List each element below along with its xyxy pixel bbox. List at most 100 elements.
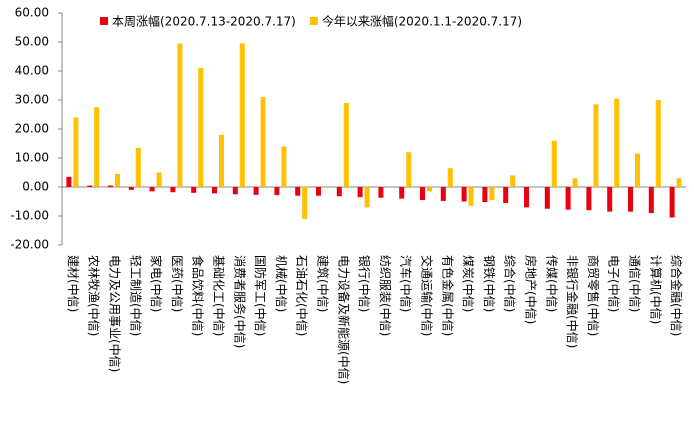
x-tick-label: 机械(中信) — [274, 255, 289, 312]
legend: 本周涨幅(2020.7.13-2020.7.17) 今年以来涨幅(2020.1.1… — [100, 14, 522, 29]
bar — [614, 98, 620, 187]
bar — [524, 187, 529, 208]
x-tick-label: 计算机(中信) — [648, 255, 663, 324]
y-tick-label: 10.00 — [15, 151, 49, 165]
bar — [468, 187, 474, 206]
legend-swatch — [309, 17, 318, 25]
x-tick-label: 煤炭(中信) — [461, 255, 476, 312]
x-tick-label: 钢铁(中信) — [482, 255, 497, 312]
x-tick-label: 食品饮料(中信) — [191, 255, 206, 336]
x-tick-label: 纺织服装(中信) — [378, 255, 393, 336]
bar — [482, 187, 488, 203]
bar — [565, 187, 571, 210]
x-tick-label: 电力设备及新能源(中信) — [336, 255, 351, 384]
bar — [316, 187, 321, 196]
y-tick-label: 0.00 — [22, 180, 49, 194]
bar — [135, 147, 141, 187]
x-tick-label: 传媒(中信) — [544, 255, 559, 312]
bar — [676, 178, 682, 187]
bar — [551, 140, 557, 187]
y-tick-label: 50.00 — [15, 35, 49, 49]
x-tick-label: 基础化工(中信) — [212, 255, 227, 336]
bar — [115, 173, 120, 187]
bar — [219, 134, 224, 187]
bar — [503, 187, 509, 203]
bar — [212, 187, 217, 194]
bar — [253, 187, 259, 195]
x-tick-label: 建筑(中信) — [316, 255, 331, 312]
bar — [170, 187, 176, 193]
x-tick-label: 有色金属(中信) — [440, 255, 455, 336]
bar — [302, 187, 308, 219]
bar — [420, 187, 425, 201]
x-tick-label: 非银行金融(中信) — [565, 255, 580, 348]
bar — [239, 43, 245, 188]
x-tick-label: 综合(中信) — [503, 255, 518, 312]
y-tick-label: -10.00 — [10, 209, 49, 223]
bar — [87, 185, 93, 187]
bar — [260, 97, 266, 187]
bar — [461, 187, 467, 202]
bar — [586, 187, 592, 211]
legend-label: 今年以来涨幅(2020.1.1-2020.7.17) — [322, 14, 522, 29]
bar — [510, 175, 516, 187]
bar — [295, 187, 301, 196]
bar — [274, 187, 280, 196]
bar — [364, 187, 370, 208]
bar — [648, 187, 654, 214]
bar — [607, 187, 613, 212]
y-tick-label: 30.00 — [15, 93, 49, 107]
bar — [94, 107, 100, 187]
bar — [593, 104, 599, 187]
bar — [447, 168, 453, 187]
x-tick-label: 国防军工(中信) — [253, 255, 268, 336]
bar — [399, 187, 405, 199]
x-tick-label: 建材(中信) — [66, 255, 81, 312]
bar — [544, 187, 550, 209]
bar — [343, 102, 349, 187]
x-tick-label: 农林牧渔(中信) — [87, 255, 102, 336]
bar — [198, 68, 204, 187]
x-tick-label: 银行(中信) — [357, 255, 372, 312]
bar — [66, 176, 72, 187]
bar — [281, 146, 287, 187]
x-tick-label: 电力及公用事业(中信) — [108, 255, 123, 372]
bar — [655, 100, 661, 187]
bar — [572, 178, 578, 187]
x-tick-label: 轻工制造(中信) — [128, 255, 143, 336]
bar — [108, 185, 113, 187]
bar — [73, 117, 79, 187]
bar — [635, 153, 640, 187]
x-tick-label: 商贸零售(中信) — [586, 255, 601, 336]
x-tick-label: 汽车(中信) — [399, 255, 414, 312]
y-tick-label: 20.00 — [15, 122, 49, 136]
bar — [489, 187, 495, 201]
y-tick-label: -20.00 — [10, 238, 49, 252]
bar — [177, 43, 183, 188]
x-tick-label: 交通运输(中信) — [420, 255, 435, 336]
y-tick-label: 60.00 — [15, 6, 49, 20]
x-tick-label: 综合金融(中信) — [669, 255, 684, 336]
bar — [323, 186, 328, 187]
bar — [406, 152, 412, 187]
x-tick-label: 消费者服务(中信) — [232, 255, 247, 348]
bar — [357, 187, 363, 198]
bar — [232, 187, 238, 195]
x-tick-label: 家电(中信) — [149, 255, 164, 312]
bar — [628, 187, 633, 212]
bar — [128, 187, 134, 190]
bar — [440, 187, 446, 201]
bar — [191, 187, 197, 193]
x-tick-label: 电子(中信) — [607, 255, 622, 312]
y-tick-label: 40.00 — [15, 64, 49, 78]
x-tick-label: 通信(中信) — [628, 255, 643, 312]
bar — [336, 187, 342, 197]
bar — [378, 187, 384, 198]
bar — [149, 187, 155, 192]
legend-swatch — [100, 17, 108, 25]
x-tick-label: 医药(中信) — [170, 255, 185, 312]
bar — [427, 187, 432, 192]
bar — [156, 172, 162, 187]
x-tick-label: 石油石化(中信) — [295, 255, 310, 336]
